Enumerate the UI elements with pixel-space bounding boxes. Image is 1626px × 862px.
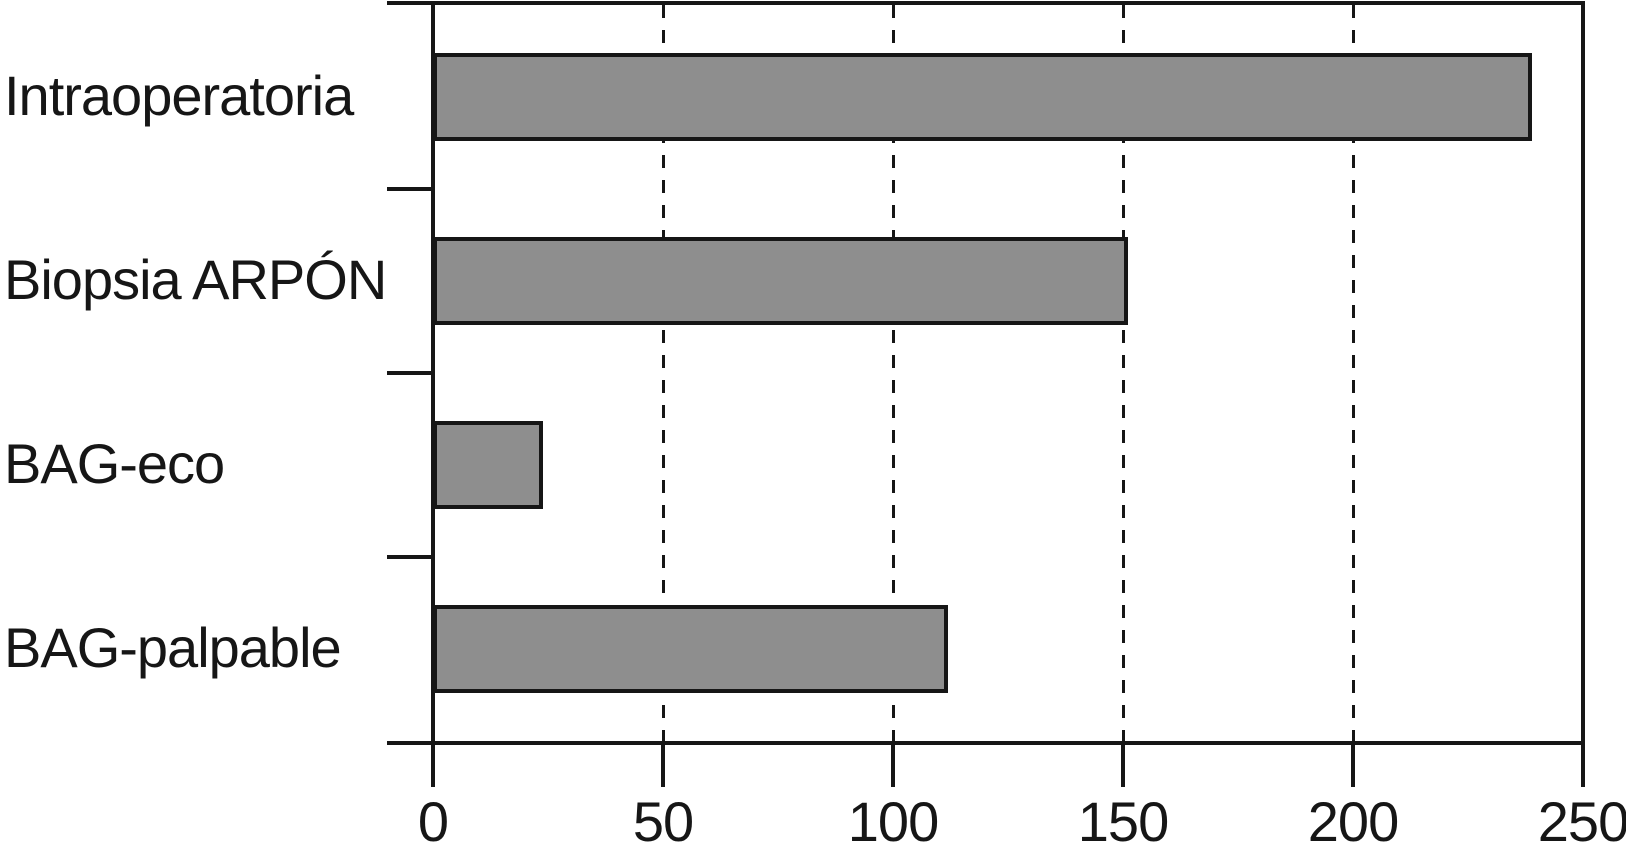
x-axis-tick (1581, 745, 1585, 787)
x-axis-tick (431, 745, 435, 787)
category-label: BAG-palpable (4, 615, 342, 679)
x-axis-tick (1121, 745, 1125, 787)
x-axis-tick-label: 200 (1307, 790, 1399, 853)
x-axis-tick (1351, 745, 1355, 787)
bar (433, 53, 1532, 141)
x-axis-tick-label: 100 (847, 790, 939, 853)
x-axis-tick (891, 745, 895, 787)
category-label: Intraoperatoria (4, 63, 354, 127)
x-axis-overhang (387, 741, 433, 745)
x-axis-tick-label: 50 (632, 790, 694, 853)
y-axis-tick (387, 1, 433, 5)
bar (433, 605, 948, 693)
gridline (1351, 5, 1355, 741)
gridline (1121, 5, 1125, 741)
x-axis-tick-label: 0 (417, 790, 449, 853)
x-axis-tick (661, 745, 665, 787)
x-axis-tick-label: 150 (1077, 790, 1169, 853)
bar (433, 421, 543, 509)
plot-area (431, 1, 1585, 745)
category-label: Biopsia ARPÓN (4, 247, 387, 311)
bar (433, 237, 1128, 325)
gridline (661, 5, 665, 741)
y-axis-tick (387, 371, 433, 375)
y-axis-tick (387, 187, 433, 191)
y-axis-tick (387, 555, 433, 559)
gridline (891, 5, 895, 741)
x-axis-tick-label: 250 (1537, 790, 1626, 853)
category-label: BAG-eco (4, 431, 225, 495)
